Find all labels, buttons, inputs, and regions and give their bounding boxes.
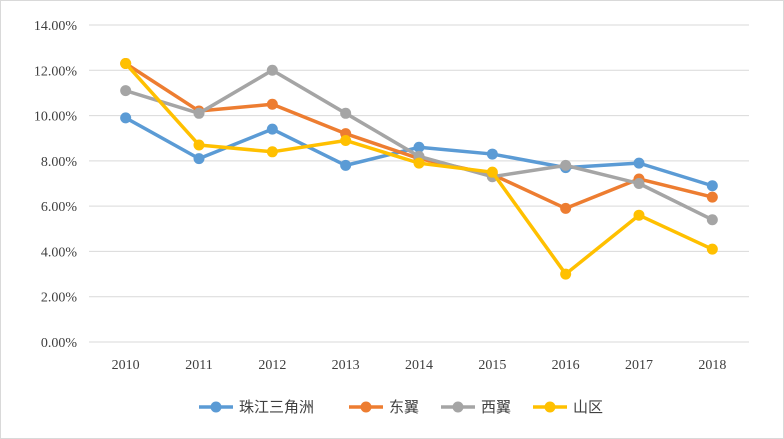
data-point [706, 180, 718, 192]
x-tick-label: 2018 [698, 358, 726, 373]
y-tick-label: 14.00% [34, 19, 78, 34]
legend-swatch-marker [544, 401, 556, 413]
data-point [486, 148, 498, 160]
y-tick-label: 6.00% [41, 200, 78, 215]
legend-item: 山区 [533, 398, 603, 416]
data-point [706, 191, 718, 203]
series-3 [120, 57, 718, 280]
data-point [266, 98, 278, 110]
legend-item: 珠江三角洲 [199, 398, 314, 416]
data-point [120, 112, 132, 124]
legend-item: 西翼 [441, 398, 511, 416]
y-axis-ticks: 0.00% 2.00% 4.00% 6.00% 8.00% 10.00% 12.00% 14.… [34, 19, 78, 351]
data-point [340, 134, 352, 146]
y-tick-label: 4.00% [41, 245, 78, 260]
y-tick-label: 2.00% [41, 291, 78, 306]
series-2 [120, 64, 718, 226]
legend-label: 东翼 [389, 398, 419, 416]
data-point [193, 107, 205, 119]
data-point [560, 202, 572, 214]
y-tick-label: 0.00% [41, 336, 78, 351]
data-point [560, 159, 572, 171]
x-tick-label: 2012 [258, 358, 286, 373]
data-point [340, 107, 352, 119]
data-point [633, 157, 645, 169]
data-point [413, 157, 425, 169]
data-point [706, 214, 718, 226]
legend-swatch-marker [452, 401, 464, 413]
series-line [123, 61, 715, 211]
y-tick-label: 12.00% [34, 64, 78, 79]
data-point [560, 268, 572, 280]
x-tick-label: 2016 [552, 358, 580, 373]
x-tick-label: 2014 [405, 358, 433, 373]
data-point [266, 146, 278, 158]
data-point [120, 85, 132, 97]
x-tick-label: 2015 [478, 358, 506, 373]
legend-swatch-marker [360, 401, 372, 413]
x-tick-label: 2017 [625, 358, 653, 373]
x-tick-label: 2011 [185, 358, 212, 373]
legend-swatch-marker [210, 401, 222, 413]
legend-label: 山区 [573, 398, 603, 416]
legend-item: 东翼 [349, 398, 419, 416]
legend-label: 珠江三角洲 [239, 398, 314, 416]
series-lines [120, 57, 718, 280]
data-point [340, 159, 352, 171]
x-axis-ticks: 2010 2011 2012 2013 2014 2015 2016 2017 2018 [112, 358, 727, 373]
y-tick-label: 10.00% [34, 110, 78, 125]
y-tick-label: 8.00% [41, 155, 78, 170]
data-point [193, 139, 205, 151]
gridlines [89, 24, 749, 343]
x-tick-label: 2013 [332, 358, 360, 373]
series-line [123, 61, 715, 276]
data-point [193, 153, 205, 165]
data-point [413, 141, 425, 153]
data-point [486, 166, 498, 178]
data-point [633, 178, 645, 189]
data-point [266, 123, 278, 135]
x-tick-label: 2010 [112, 358, 140, 373]
data-point [120, 57, 132, 69]
legend-label: 西翼 [481, 398, 511, 416]
data-point [266, 64, 278, 76]
series-1 [120, 57, 718, 214]
legend: 珠江三角洲 东翼 西翼 山区 [199, 398, 603, 416]
data-point [706, 243, 718, 255]
data-point [633, 209, 645, 221]
